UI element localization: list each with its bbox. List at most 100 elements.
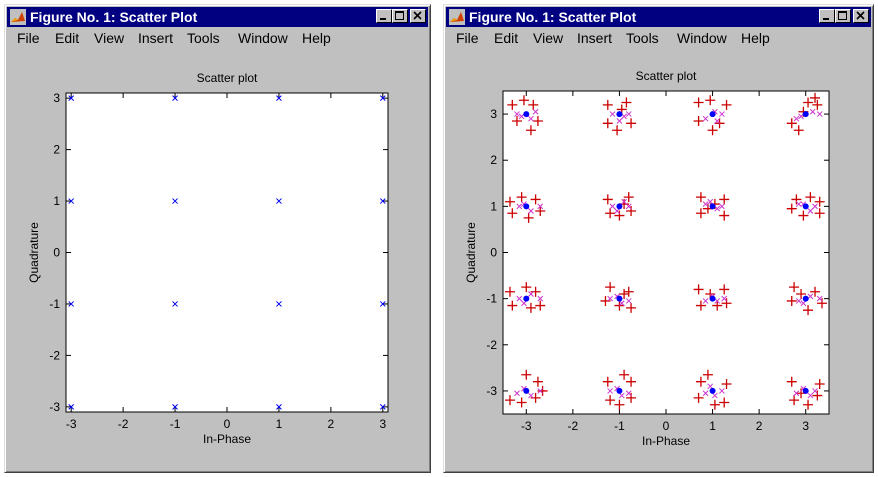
maximize-icon xyxy=(838,11,847,20)
data-point xyxy=(810,92,821,103)
data-point xyxy=(379,95,386,101)
maximize-button[interactable] xyxy=(392,9,408,23)
data-point xyxy=(709,111,716,118)
x-tick-label: 2 xyxy=(328,417,335,431)
close-icon xyxy=(856,11,865,20)
scatter-chart: -3 -2 -1 0 1 2 3 -3 -2 -1 0 1 2 3 Scatter plot In-Phase… xyxy=(464,69,830,448)
data-point xyxy=(786,376,797,387)
data-point xyxy=(802,295,809,302)
data-point xyxy=(528,115,534,122)
data-point xyxy=(719,388,725,394)
data-point xyxy=(379,404,386,410)
figure-window-2: Figure No. 1: Scatter Plot File Edit Vie… xyxy=(443,4,874,473)
data-point xyxy=(528,208,534,214)
data-point xyxy=(712,392,718,399)
data-point xyxy=(693,97,704,108)
data-point xyxy=(707,198,714,205)
data-point xyxy=(521,369,532,380)
data-point xyxy=(602,99,613,110)
data-point xyxy=(810,286,821,297)
data-point xyxy=(616,111,623,118)
menu-tools[interactable]: Tools xyxy=(187,30,220,46)
menu-bar: File Edit View Insert Tools Window Help xyxy=(446,28,871,48)
data-point xyxy=(695,376,706,387)
data-point xyxy=(786,203,797,214)
data-point xyxy=(528,291,534,297)
data-point xyxy=(172,95,178,101)
data-point xyxy=(802,387,809,394)
close-button[interactable] xyxy=(410,9,426,23)
data-point xyxy=(379,198,386,204)
data-point xyxy=(523,111,530,118)
x-tick-label: 1 xyxy=(709,419,716,433)
y-tick-label: -2 xyxy=(49,348,60,362)
data-point xyxy=(276,301,282,307)
menu-insert[interactable]: Insert xyxy=(577,30,613,46)
data-point xyxy=(621,198,627,205)
window-title: Figure No. 1: Scatter Plot xyxy=(469,9,637,25)
data-point xyxy=(807,293,814,300)
data-point xyxy=(523,203,530,210)
y-axis-label: Quadrature xyxy=(464,222,478,283)
menu-edit[interactable]: Edit xyxy=(55,30,80,46)
data-point xyxy=(172,198,178,204)
menu-view[interactable]: View xyxy=(533,30,564,46)
close-button[interactable] xyxy=(853,9,869,23)
x-tick-label: 2 xyxy=(756,419,763,433)
data-point xyxy=(626,392,637,403)
y-tick-label: 1 xyxy=(490,199,497,213)
data-point xyxy=(803,305,814,316)
series-1 xyxy=(514,108,823,399)
data-point xyxy=(812,99,823,110)
data-point xyxy=(537,388,544,394)
data-point xyxy=(796,289,807,300)
menu-tools[interactable]: Tools xyxy=(626,30,659,46)
scatter-chart: -3 -2 -1 0 1 2 3 -3 -2 -1 0 1 2 3 Scatter plot In-Phase… xyxy=(27,71,389,446)
figure-canvas: -3 -2 -1 0 1 2 3 -3 -2 -1 0 1 2 3 Scatter plot In-Phase… xyxy=(446,49,871,470)
data-point xyxy=(516,397,527,408)
data-point xyxy=(172,301,178,307)
data-point xyxy=(602,376,613,387)
menu-insert[interactable]: Insert xyxy=(138,30,174,46)
data-point xyxy=(693,115,704,126)
data-point xyxy=(616,295,623,302)
data-point xyxy=(719,284,730,295)
minimize-button[interactable] xyxy=(819,9,835,23)
data-point xyxy=(516,192,527,203)
plot-axes-box xyxy=(502,90,830,415)
title-bar[interactable]: Figure No. 1: Scatter Plot xyxy=(7,7,428,27)
data-point xyxy=(803,97,814,108)
data-point xyxy=(803,399,814,410)
data-point xyxy=(532,115,543,126)
data-point xyxy=(614,399,625,410)
menu-window[interactable]: Window xyxy=(677,30,727,46)
minimize-button[interactable] xyxy=(376,9,392,23)
menu-view[interactable]: View xyxy=(94,30,125,46)
data-point xyxy=(172,404,178,410)
y-axis-label: Quadrature xyxy=(27,222,41,283)
title-bar[interactable]: Figure No. 1: Scatter Plot xyxy=(446,7,871,27)
data-point xyxy=(525,302,536,313)
data-point xyxy=(619,289,630,300)
data-point xyxy=(812,203,818,210)
data-point xyxy=(702,115,709,122)
data-point xyxy=(709,295,716,302)
data-point xyxy=(812,390,823,401)
data-point xyxy=(504,286,515,297)
data-point xyxy=(521,300,527,307)
menu-help[interactable]: Help xyxy=(302,30,331,46)
data-point xyxy=(721,298,732,309)
data-point xyxy=(507,300,518,311)
menu-window[interactable]: Window xyxy=(238,30,288,46)
data-point xyxy=(707,125,718,136)
menu-file[interactable]: File xyxy=(456,30,479,46)
x-tick-label: -2 xyxy=(118,417,129,431)
data-point xyxy=(786,118,797,129)
menu-file[interactable]: File xyxy=(17,30,40,46)
data-point xyxy=(816,295,823,302)
menu-edit[interactable]: Edit xyxy=(494,30,519,46)
x-axis-label: In-Phase xyxy=(642,434,690,448)
maximize-button[interactable] xyxy=(835,9,851,23)
menu-help[interactable]: Help xyxy=(741,30,770,46)
minimize-icon xyxy=(380,18,386,20)
